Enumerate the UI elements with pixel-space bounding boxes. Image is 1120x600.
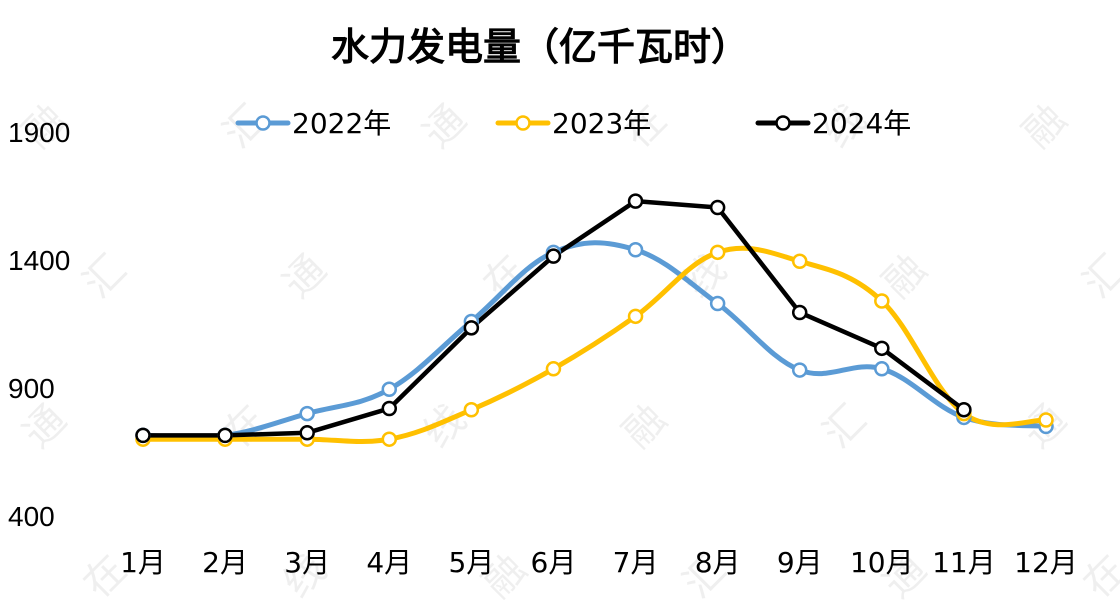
- series-points: [135, 193, 1054, 447]
- y-tick-label: 900: [8, 373, 55, 404]
- data-point: [545, 361, 562, 377]
- x-tick-label: 4月: [366, 546, 412, 579]
- watermark-glyph: 融: [615, 396, 676, 457]
- y-axis: 400 900 1400 1900: [8, 117, 70, 532]
- data-point: [463, 402, 480, 418]
- series-lines: [140, 198, 1049, 445]
- legend-item: 2022年: [235, 107, 391, 140]
- data-point: [381, 400, 398, 417]
- x-tick-label: 2月: [202, 546, 248, 579]
- watermark-glyph: 通: [275, 246, 336, 307]
- x-tick-label: 3月: [284, 546, 330, 579]
- data-point: [627, 193, 644, 209]
- x-tick-label: 8月: [695, 546, 741, 579]
- data-point: [874, 340, 890, 357]
- data-point: [217, 427, 233, 444]
- x-tick-label: 11月: [932, 546, 996, 579]
- watermark: 融汇通在线融汇通在线融汇通在线融汇通在线融汇通在: [15, 96, 1120, 600]
- x-axis: 1月 2月 3月 4月 5月 6月 7月 8月 9月 10月 11月 12月: [120, 546, 1078, 579]
- x-tick-label: 7月: [613, 546, 659, 579]
- data-point: [299, 405, 315, 422]
- watermark-glyph: 融: [1015, 96, 1076, 157]
- data-point: [381, 381, 398, 398]
- data-point: [381, 431, 398, 447]
- data-point: [545, 248, 562, 264]
- watermark-glyph: 通: [415, 96, 476, 157]
- watermark-glyph: 汇: [75, 246, 136, 307]
- watermark-glyph: 汇: [1075, 246, 1120, 307]
- data-point: [874, 361, 890, 377]
- data-point: [791, 362, 808, 378]
- data-point: [463, 320, 480, 336]
- x-tick-label: 10月: [850, 546, 914, 579]
- x-tick-label: 5月: [448, 546, 494, 579]
- data-point: [299, 425, 315, 441]
- y-tick-label: 1400: [8, 245, 70, 276]
- data-point: [956, 402, 972, 418]
- x-tick-label: 12月: [1014, 546, 1078, 579]
- data-point: [1038, 412, 1054, 428]
- data-point: [709, 199, 726, 216]
- legend-item: 2024年: [755, 107, 911, 140]
- legend-label: 2024年: [812, 107, 911, 140]
- data-point: [627, 308, 644, 325]
- watermark-glyph: 在: [1075, 546, 1120, 600]
- legend-item: 2023年: [495, 107, 651, 140]
- x-tick-label: 6月: [531, 546, 577, 579]
- y-tick-label: 400: [8, 501, 55, 532]
- data-point: [874, 293, 890, 309]
- legend-swatch-marker: [775, 115, 791, 131]
- data-point: [791, 304, 808, 321]
- data-point: [135, 427, 151, 444]
- data-point: [709, 295, 726, 312]
- legend: 2022年 2023年 2024年: [235, 107, 911, 140]
- legend-label: 2022年: [292, 107, 391, 140]
- legend-label: 2023年: [552, 107, 651, 140]
- watermark-glyph: 汇: [815, 396, 876, 457]
- data-point: [791, 253, 808, 270]
- watermark-glyph: 通: [15, 396, 76, 457]
- y-tick-label: 1900: [8, 117, 70, 148]
- x-tick-label: 9月: [777, 546, 823, 579]
- legend-swatch-marker: [515, 115, 531, 131]
- x-tick-label: 1月: [120, 546, 166, 579]
- data-point: [709, 244, 726, 261]
- data-point: [627, 242, 644, 258]
- chart-title: 水力发电量（亿千瓦时）: [331, 25, 749, 69]
- legend-swatch-marker: [255, 115, 271, 131]
